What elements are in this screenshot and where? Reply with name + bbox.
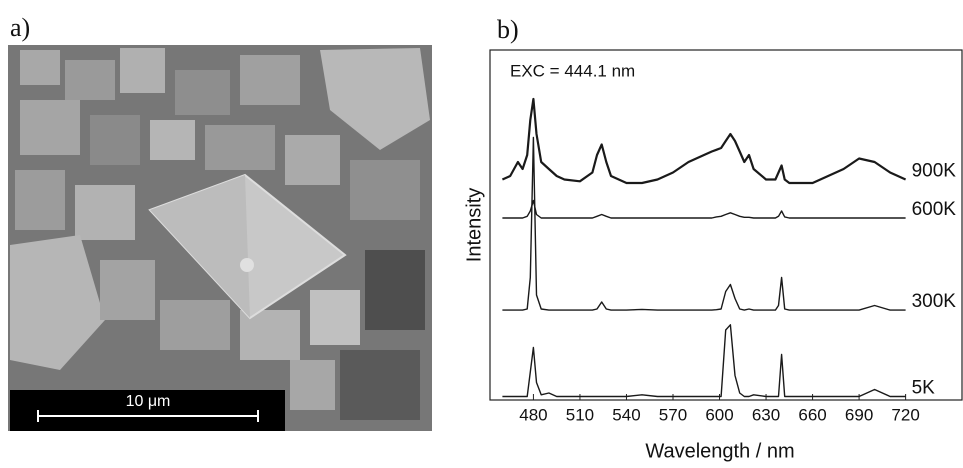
panel-label: a)	[10, 13, 30, 42]
x-tick-label: 690	[845, 405, 873, 424]
spectrum-line	[502, 138, 905, 311]
x-tick-label: 480	[519, 405, 547, 424]
series-label: 300K	[912, 291, 957, 312]
spectrum-line	[502, 325, 905, 397]
plot-frame	[490, 50, 962, 400]
sem-image: 10 μm	[8, 45, 432, 431]
x-tick-label: 660	[798, 405, 826, 424]
x-tick-label: 720	[891, 405, 919, 424]
x-tick-label: 630	[752, 405, 780, 424]
series-label: 5K	[912, 378, 936, 399]
x-tick-label: 600	[705, 405, 733, 424]
spectrum-line	[502, 201, 905, 219]
scale-bar-label: 10 μm	[126, 393, 171, 410]
series-label: 900K	[912, 161, 957, 182]
series-label: 600K	[912, 199, 957, 220]
y-axis-label: Intensity	[463, 188, 485, 262]
x-tick-label: 510	[566, 405, 594, 424]
x-tick-label: 540	[612, 405, 640, 424]
x-axis-label: Wavelength / nm	[645, 440, 794, 462]
x-tick-label: 570	[659, 405, 687, 424]
panel-label: b)	[497, 15, 519, 44]
annotation: EXC = 444.1 nm	[510, 61, 635, 80]
spectrum-line	[502, 99, 905, 183]
figure: a) 10 μm b) EXC = 444.1 nm Inte	[0, 0, 963, 463]
